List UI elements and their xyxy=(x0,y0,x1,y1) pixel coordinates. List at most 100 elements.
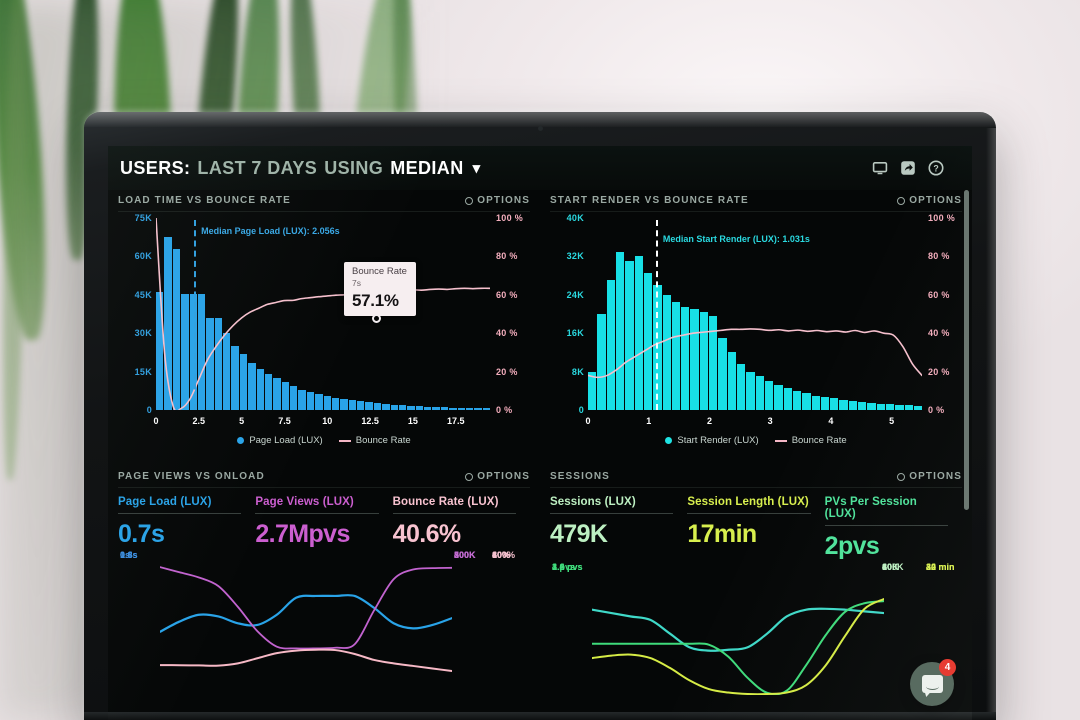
axis-tick: 0 xyxy=(578,405,584,415)
axis-tick: 300K xyxy=(454,550,476,560)
kpi-card[interactable]: PVs Per Session (LUX) 2pvs xyxy=(824,496,962,561)
y-axis-right: 100 % 80 % 60 % 40 % 20 % 0 % xyxy=(496,213,530,415)
kpi-value: 17min xyxy=(687,520,757,548)
bar xyxy=(273,378,281,410)
bar xyxy=(373,403,382,410)
bar xyxy=(306,392,315,410)
axis-tick: 100 % xyxy=(496,213,524,223)
bar xyxy=(365,402,373,410)
plot-area xyxy=(588,218,923,410)
axis-tick: 3.2 pvs xyxy=(552,562,583,572)
axis-tick: 32 min xyxy=(926,562,955,572)
axis-tick: 15 xyxy=(407,416,418,426)
kpi-card[interactable]: Page Load (LUX) 0.7s xyxy=(118,496,255,549)
legend-item[interactable]: Bounce Rate xyxy=(774,435,847,446)
bar xyxy=(625,261,634,410)
axis-tick: 32K xyxy=(566,251,584,262)
bar xyxy=(214,317,222,410)
axis-tick: 400K xyxy=(454,550,476,560)
laptop-device: USERS: LAST 7 DAYS USING MEDIAN ▾ ? xyxy=(84,112,996,720)
axis-tick: 60K xyxy=(134,251,152,262)
legend-label: Start Render (LUX) xyxy=(677,435,759,446)
kpi-divider xyxy=(824,525,948,526)
kpi-label: Bounce Rate (LUX) xyxy=(392,496,499,508)
options-label: OPTIONS xyxy=(477,471,530,482)
panel-title: SESSIONS xyxy=(550,471,610,482)
chevron-down-icon[interactable]: ▾ xyxy=(472,160,481,177)
axis-tick: 500K xyxy=(454,550,476,560)
panel-load-time-vs-bounce-rate: LOAD TIME VS BOUNCE RATE OPTIONS 75K 60K 4… xyxy=(108,190,540,466)
chat-unread-badge: 4 xyxy=(939,659,956,676)
bar xyxy=(164,237,172,410)
chat-widget-button[interactable]: 4 xyxy=(910,659,956,706)
kpi-value: 0.7s xyxy=(118,520,165,548)
axis-tick: 200K xyxy=(454,550,476,560)
bar xyxy=(839,399,848,410)
axis-tick: 80 % xyxy=(496,251,518,262)
kpi-card[interactable]: Session Length (LUX) 17min xyxy=(687,496,824,561)
bar xyxy=(830,398,839,410)
bar xyxy=(407,405,415,410)
title-using: USING xyxy=(324,157,384,178)
dashboard-screen: USERS: LAST 7 DAYS USING MEDIAN ▾ ? xyxy=(108,146,972,720)
axis-tick: 20 % xyxy=(496,366,518,377)
bar xyxy=(746,371,755,410)
title-range: LAST 7 DAYS xyxy=(197,157,318,178)
chart-load-time: 75K 60K 45K 30K 15K 0 100 % 80 % 60 % 40 % 20 % 0 … xyxy=(118,213,530,446)
bar xyxy=(474,408,482,410)
options-button[interactable]: OPTIONS xyxy=(897,195,962,206)
axis-tick: 60% xyxy=(492,550,511,560)
bar xyxy=(323,396,331,410)
options-button[interactable]: OPTIONS xyxy=(465,195,530,206)
legend-dot-icon xyxy=(237,437,245,444)
help-icon[interactable]: ? xyxy=(927,160,944,177)
legend-item[interactable]: Bounce Rate xyxy=(338,435,411,446)
tooltip-subtitle: 7s xyxy=(352,277,361,288)
axis-tick: 60 % xyxy=(928,289,950,300)
bar xyxy=(181,293,189,410)
legend-item[interactable]: Page Load (LUX) xyxy=(237,435,323,446)
monitor-icon[interactable] xyxy=(871,160,888,177)
bar xyxy=(858,401,867,410)
bar xyxy=(867,402,876,410)
kpi-card[interactable]: Bounce Rate (LUX) 40.6% xyxy=(392,496,530,549)
options-button[interactable]: OPTIONS xyxy=(465,471,530,482)
panel-title: LOAD TIME VS BOUNCE RATE xyxy=(118,195,291,206)
kpi-value: 40.6% xyxy=(392,520,461,548)
x-axis: 0 2.5 5 7.5 10 12.5 15 17.5 xyxy=(153,416,490,428)
axis-tick: 5 xyxy=(889,416,895,426)
tooltip-value: 57.1% xyxy=(352,290,399,310)
page-title[interactable]: USERS: LAST 7 DAYS USING MEDIAN ▾ xyxy=(120,158,481,179)
bar xyxy=(848,400,858,410)
kpi-card[interactable]: Sessions (LUX) 479K xyxy=(550,496,687,561)
bar xyxy=(231,346,239,410)
kpi-row: Sessions (LUX) 479K Session Length (LUX) 17… xyxy=(550,496,962,561)
bar xyxy=(913,405,923,410)
bar xyxy=(331,397,340,410)
tooltip-bounce-rate: Bounce Rate 7s 57.1% xyxy=(344,262,416,317)
axis-tick: 15K xyxy=(134,366,152,377)
kpi-label: Page Load (LUX) xyxy=(118,496,212,508)
vertical-scrollbar[interactable] xyxy=(964,190,969,510)
bar xyxy=(382,403,390,410)
axis-tick: 40K xyxy=(882,562,899,572)
chart-legend: Page Load (LUX) Bounce Rate xyxy=(118,435,530,446)
y-axis-left: 75K 60K 45K 30K 15K 0 xyxy=(118,213,152,415)
axis-tick: 75K xyxy=(134,213,152,223)
y-axis-right: 100 % 80 % 60 % 40 % 20 % 0 % xyxy=(928,213,962,415)
legend-item[interactable]: Start Render (LUX) xyxy=(665,435,759,446)
kpi-card[interactable]: Page Views (LUX) 2.7Mpvs xyxy=(255,496,392,549)
share-icon[interactable] xyxy=(899,160,916,177)
bar xyxy=(357,401,365,410)
legend-label: Page Load (LUX) xyxy=(249,435,323,446)
median-line xyxy=(655,220,658,410)
series-line xyxy=(588,329,922,377)
axis-tick: 24K xyxy=(566,289,584,300)
options-button[interactable]: OPTIONS xyxy=(897,471,962,482)
bar xyxy=(348,400,356,410)
axis-tick: 0 % xyxy=(496,405,513,415)
bar xyxy=(440,407,449,410)
series-line xyxy=(156,218,490,410)
chart-sessions: 4 pvs 3.2 pvs 2.4 pvs 1.6 pvs 100K 80K 60K 40K… xyxy=(550,562,962,695)
bar xyxy=(172,248,181,410)
